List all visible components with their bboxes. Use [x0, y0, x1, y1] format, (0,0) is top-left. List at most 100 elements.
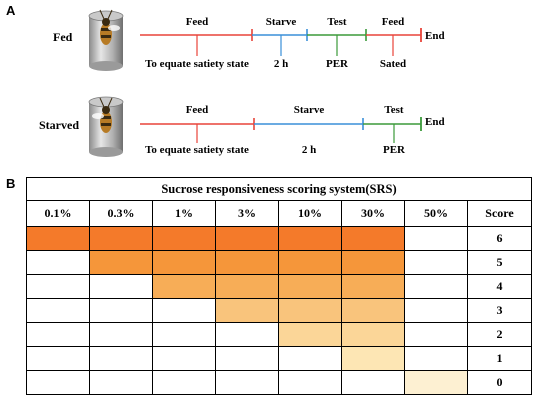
score-value: 1 — [467, 346, 532, 371]
responsive-cell — [152, 250, 216, 275]
fed-satiety-sublabel: To equate satiety state — [145, 58, 249, 70]
fed-condition-label: Fed — [53, 30, 73, 44]
empty-cell — [404, 250, 468, 275]
empty-cell — [152, 298, 216, 323]
concentration-header: 3% — [215, 200, 279, 227]
responsive-cell — [278, 226, 342, 251]
score-value: 3 — [467, 298, 532, 323]
srs-score-row: 6 — [26, 226, 532, 251]
empty-cell — [152, 322, 216, 347]
empty-cell — [404, 346, 468, 371]
empty-cell — [152, 346, 216, 371]
empty-cell — [89, 370, 153, 395]
empty-cell — [404, 226, 468, 251]
responsive-cell — [341, 250, 405, 275]
empty-cell — [215, 322, 279, 347]
responsive-cell — [278, 250, 342, 275]
responsive-cell — [341, 226, 405, 251]
responsive-cell — [215, 226, 279, 251]
empty-cell — [215, 346, 279, 371]
srs-score-row: 0 — [26, 370, 532, 395]
srs-score-row: 5 — [26, 250, 532, 275]
concentration-header: 1% — [152, 200, 216, 227]
fed-timeline — [140, 28, 422, 56]
empty-cell — [89, 298, 153, 323]
responsive-cell — [26, 226, 90, 251]
empty-cell — [215, 370, 279, 395]
fed-sated-sublabel: Sated — [379, 58, 407, 70]
fed-bee-tube-icon — [88, 9, 124, 71]
srs-table-title: Sucrose responsiveness scoring system(SR… — [26, 177, 532, 201]
empty-cell — [404, 322, 468, 347]
fed-feed-label: Feed — [185, 16, 209, 28]
fed-feed2-label: Feed — [381, 16, 405, 28]
starved-starve-label: Starve — [293, 104, 325, 116]
panel-a-label: A — [6, 3, 16, 18]
empty-cell — [26, 274, 90, 299]
empty-cell — [152, 370, 216, 395]
panel-b-label: B — [6, 176, 16, 191]
starved-per-sublabel: PER — [383, 144, 405, 156]
srs-title-row: Sucrose responsiveness scoring system(SR… — [26, 177, 532, 201]
responsive-cell — [341, 298, 405, 323]
srs-score-row: 4 — [26, 274, 532, 299]
starved-bee-tube-icon — [88, 96, 124, 157]
responsive-cell — [278, 298, 342, 323]
empty-cell — [89, 346, 153, 371]
empty-cell — [89, 322, 153, 347]
srs-score-row: 1 — [26, 346, 532, 371]
concentration-header: 0.1% — [26, 200, 90, 227]
empty-cell — [278, 370, 342, 395]
responsive-cell — [215, 250, 279, 275]
empty-cell — [404, 274, 468, 299]
starved-2h-sublabel: 2 h — [301, 144, 317, 156]
fed-test-label: Test — [327, 16, 347, 28]
responsive-cell — [341, 274, 405, 299]
score-value: 0 — [467, 370, 532, 395]
score-value: 2 — [467, 322, 532, 347]
concentration-header: 50% — [404, 200, 468, 227]
responsive-cell — [152, 226, 216, 251]
responsive-cell — [89, 250, 153, 275]
empty-cell — [404, 298, 468, 323]
responsive-cell — [215, 298, 279, 323]
starved-condition-label: Starved — [39, 118, 79, 132]
starved-satiety-sublabel: To equate satiety state — [145, 144, 249, 156]
starved-test-label: Test — [384, 104, 404, 116]
fed-per-sublabel: PER — [326, 58, 348, 70]
fed-starve-label: Starve — [265, 16, 297, 28]
timelines-diagram — [140, 28, 422, 143]
empty-cell — [26, 250, 90, 275]
empty-cell — [26, 298, 90, 323]
fed-end-label: End — [425, 30, 445, 42]
empty-cell — [278, 346, 342, 371]
empty-cell — [341, 370, 405, 395]
score-value: 4 — [467, 274, 532, 299]
empty-cell — [26, 346, 90, 371]
score-header: Score — [467, 200, 532, 227]
responsive-cell — [278, 322, 342, 347]
responsive-cell — [341, 322, 405, 347]
responsive-cell — [215, 274, 279, 299]
fed-2h-sublabel: 2 h — [273, 58, 289, 70]
responsive-cell — [341, 346, 405, 371]
concentration-header: 0.3% — [89, 200, 153, 227]
responsive-cell — [404, 370, 468, 395]
starved-end-label: End — [425, 116, 445, 128]
responsive-cell — [152, 274, 216, 299]
responsive-cell — [89, 226, 153, 251]
srs-table: Sucrose responsiveness scoring system(SR… — [26, 177, 532, 395]
score-value: 6 — [467, 226, 532, 251]
starved-feed-label: Feed — [185, 104, 209, 116]
concentration-header: 30% — [341, 200, 405, 227]
srs-score-row: 3 — [26, 298, 532, 323]
score-value: 5 — [467, 250, 532, 275]
empty-cell — [26, 370, 90, 395]
srs-score-row: 2 — [26, 322, 532, 347]
empty-cell — [89, 274, 153, 299]
srs-header-row: 0.1% 0.3% 1% 3% 10% 30% 50% Score — [26, 200, 532, 227]
empty-cell — [26, 322, 90, 347]
starved-timeline — [140, 117, 422, 143]
responsive-cell — [278, 274, 342, 299]
